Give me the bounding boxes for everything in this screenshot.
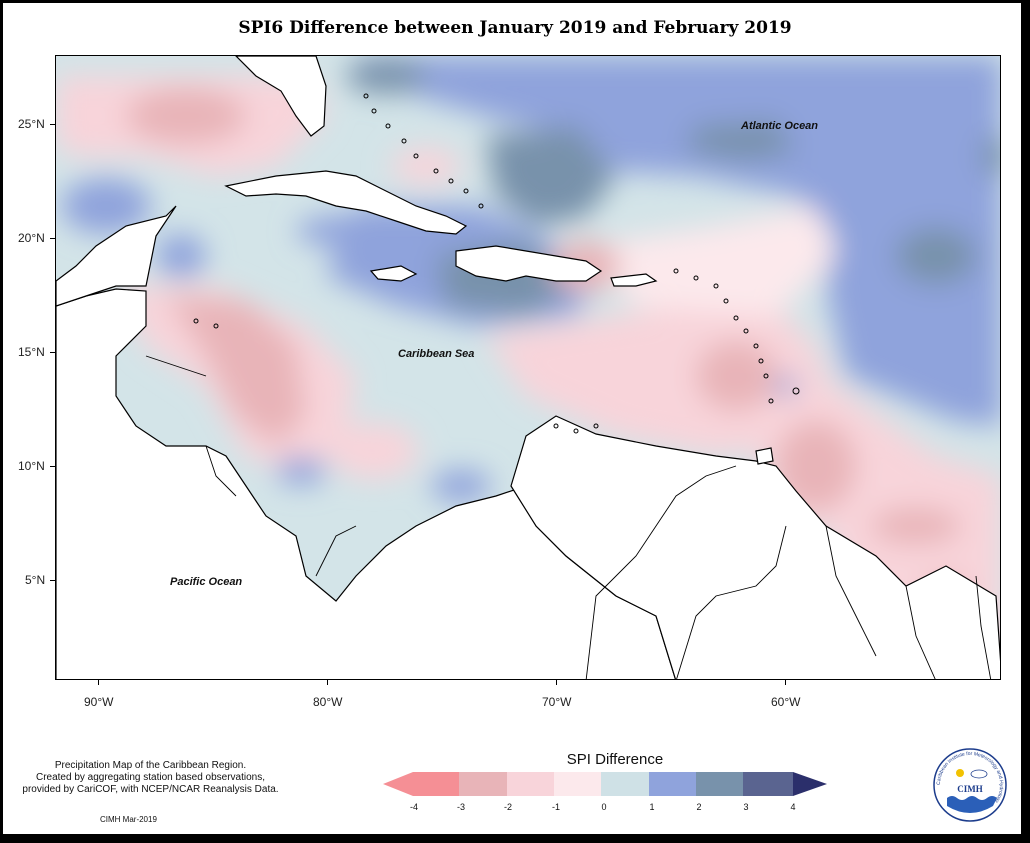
yucatan-land	[56, 205, 177, 307]
legend-label-4: 4	[790, 802, 796, 812]
lat-tick-mark-5n	[50, 580, 55, 581]
legend-label-3: 3	[743, 802, 749, 812]
lon-tick-mark-90w	[98, 680, 99, 685]
legend-arrow-high	[793, 772, 827, 796]
water-icon	[947, 796, 997, 813]
lon-tick-80w: 80°W	[313, 695, 343, 709]
lat-tick-25n: 25°N	[18, 117, 45, 131]
map-notes: Precipitation Map of the Caribbean Regio…	[8, 760, 293, 796]
south-america-land	[510, 415, 1000, 679]
legend-label-m1: -1	[551, 802, 560, 812]
atlantic-ocean-label: Atlantic Ocean	[741, 120, 819, 132]
lat-tick-10n: 10°N	[18, 459, 45, 473]
hispaniola-land	[455, 245, 603, 282]
puerto-rico-land	[610, 273, 658, 287]
lon-tick-mark-80w	[327, 680, 328, 685]
country-borders	[145, 355, 992, 679]
legend-swatch-1	[413, 772, 459, 796]
legend-colorbar	[383, 772, 827, 796]
notes-line-3: provided by CariCOF, with NCEP/NCAR Rean…	[22, 784, 279, 795]
lat-tick-mark-10n	[50, 466, 55, 467]
legend-swatch-2	[459, 772, 507, 796]
legend-arrow-low	[383, 772, 413, 796]
lat-tick-15n: 15°N	[18, 345, 45, 359]
lat-tick-5n: 5°N	[25, 573, 46, 587]
cloud-icon	[970, 769, 988, 779]
jamaica-land	[369, 265, 418, 282]
notes-line-1: Precipitation Map of the Caribbean Regio…	[54, 760, 247, 771]
caribbean-sea-label: Caribbean Sea	[398, 348, 475, 360]
lon-tick-90w: 90°W	[84, 695, 114, 709]
legend-label-m3: -3	[456, 802, 465, 812]
lon-tick-mark-70w	[556, 680, 557, 685]
legend-label-1: 1	[649, 802, 655, 812]
legend-swatch-8	[743, 772, 793, 796]
logo-acronym: CIMH	[957, 784, 983, 794]
legend-label-m2: -2	[503, 802, 512, 812]
cuba-land	[224, 170, 468, 235]
lon-tick-mark-60w	[785, 680, 786, 685]
lat-tick-mark-15n	[50, 352, 55, 353]
map-credit: CIMH Mar-2019	[100, 815, 157, 824]
cimh-logo: Caribbean Institute for Meteorology and …	[933, 748, 1007, 822]
map-title: SPI6 Difference between January 2019 and…	[238, 18, 792, 38]
legend-label-2: 2	[696, 802, 702, 812]
small-islands	[193, 93, 800, 434]
land-masses	[56, 56, 1000, 679]
lat-tick-mark-20n	[50, 238, 55, 239]
lat-tick-20n: 20°N	[18, 231, 45, 245]
lat-tick-mark-25n	[50, 124, 55, 125]
legend-swatch-7	[696, 772, 743, 796]
legend-swatch-3	[507, 772, 554, 796]
notes-line-2: Created by aggregating station based obs…	[35, 772, 266, 783]
sun-icon	[956, 769, 964, 777]
trinidad-land	[755, 447, 774, 465]
map-svg	[56, 56, 1000, 679]
legend-swatch-4	[554, 772, 601, 796]
pacific-ocean-label: Pacific Ocean	[170, 576, 243, 588]
legend-swatch-5	[601, 772, 649, 796]
lon-tick-60w: 60°W	[771, 695, 801, 709]
lon-tick-70w: 70°W	[542, 695, 572, 709]
florida-land	[235, 56, 327, 137]
legend-title: SPI Difference	[566, 751, 664, 768]
legend-swatch-6	[649, 772, 696, 796]
legend-label-m4: -4	[409, 802, 418, 812]
map-panel: Atlantic Ocean Caribbean Sea Pacific Oce…	[55, 55, 1001, 680]
legend-label-0: 0	[601, 802, 607, 812]
